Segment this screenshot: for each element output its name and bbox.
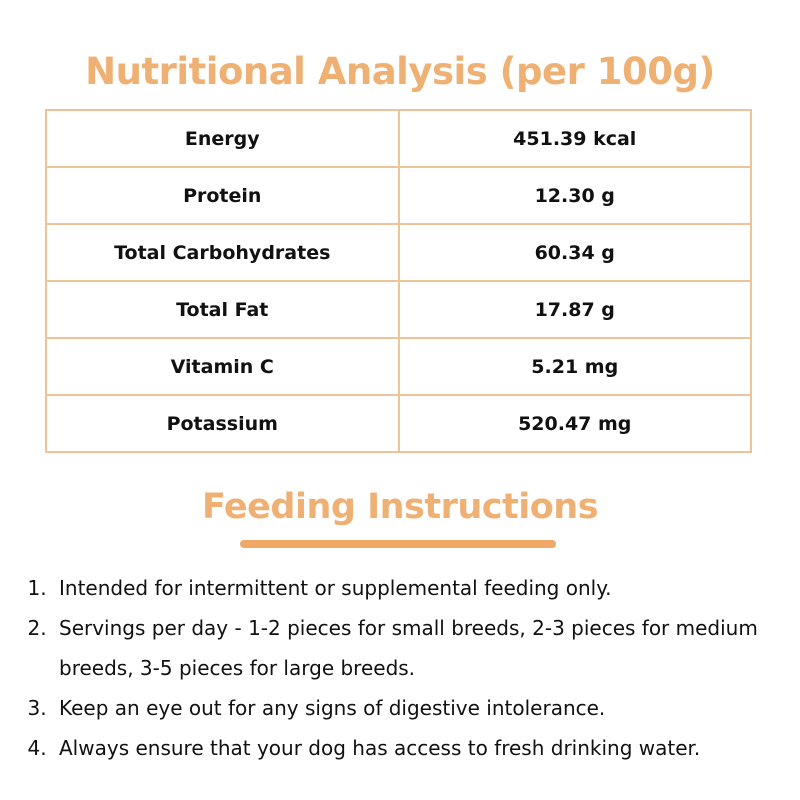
title: Nutritional Analysis (per 100g) [85,50,715,93]
nutrient: Potassium [45,394,400,453]
instructions: Intended for intermittent or supplementa… [25,568,800,768]
nutrient: Total Fat [45,280,400,339]
value: 5.21 mg [397,337,752,396]
nutrient: Vitamin C [45,337,400,396]
value: 17.87 g [397,280,752,339]
nutrition-table: Energy 451.39 kcal Protein 12.30 g Total Car… [45,109,752,453]
nutrient: Total Carbohydrates [45,223,400,282]
underline [240,540,556,548]
value: 12.30 g [397,166,752,225]
row: Total Fat 17.87 g [45,280,752,339]
row: Vitamin C 5.21 mg [45,337,752,396]
value: 451.39 kcal [397,109,752,168]
value: 520.47 mg [397,394,752,453]
nutrient: Protein [45,166,400,225]
row: Total Carbohydrates 60.34 g [45,223,752,282]
instruction: Keep an eye out for any signs of digesti… [53,688,800,728]
instruction: Intended for intermittent or supplementa… [53,568,800,608]
row: Protein 12.30 g [45,166,752,225]
value: 60.34 g [397,223,752,282]
instruction: Servings per day - 1-2 pieces for small … [53,608,800,688]
nutrient: Energy [45,109,400,168]
section-title: Feeding Instructions [201,487,599,527]
instruction: Always ensure that your dog has access t… [53,728,800,768]
row: Energy 451.39 kcal [45,109,752,168]
row: Potassium 520.47 mg [45,394,752,453]
